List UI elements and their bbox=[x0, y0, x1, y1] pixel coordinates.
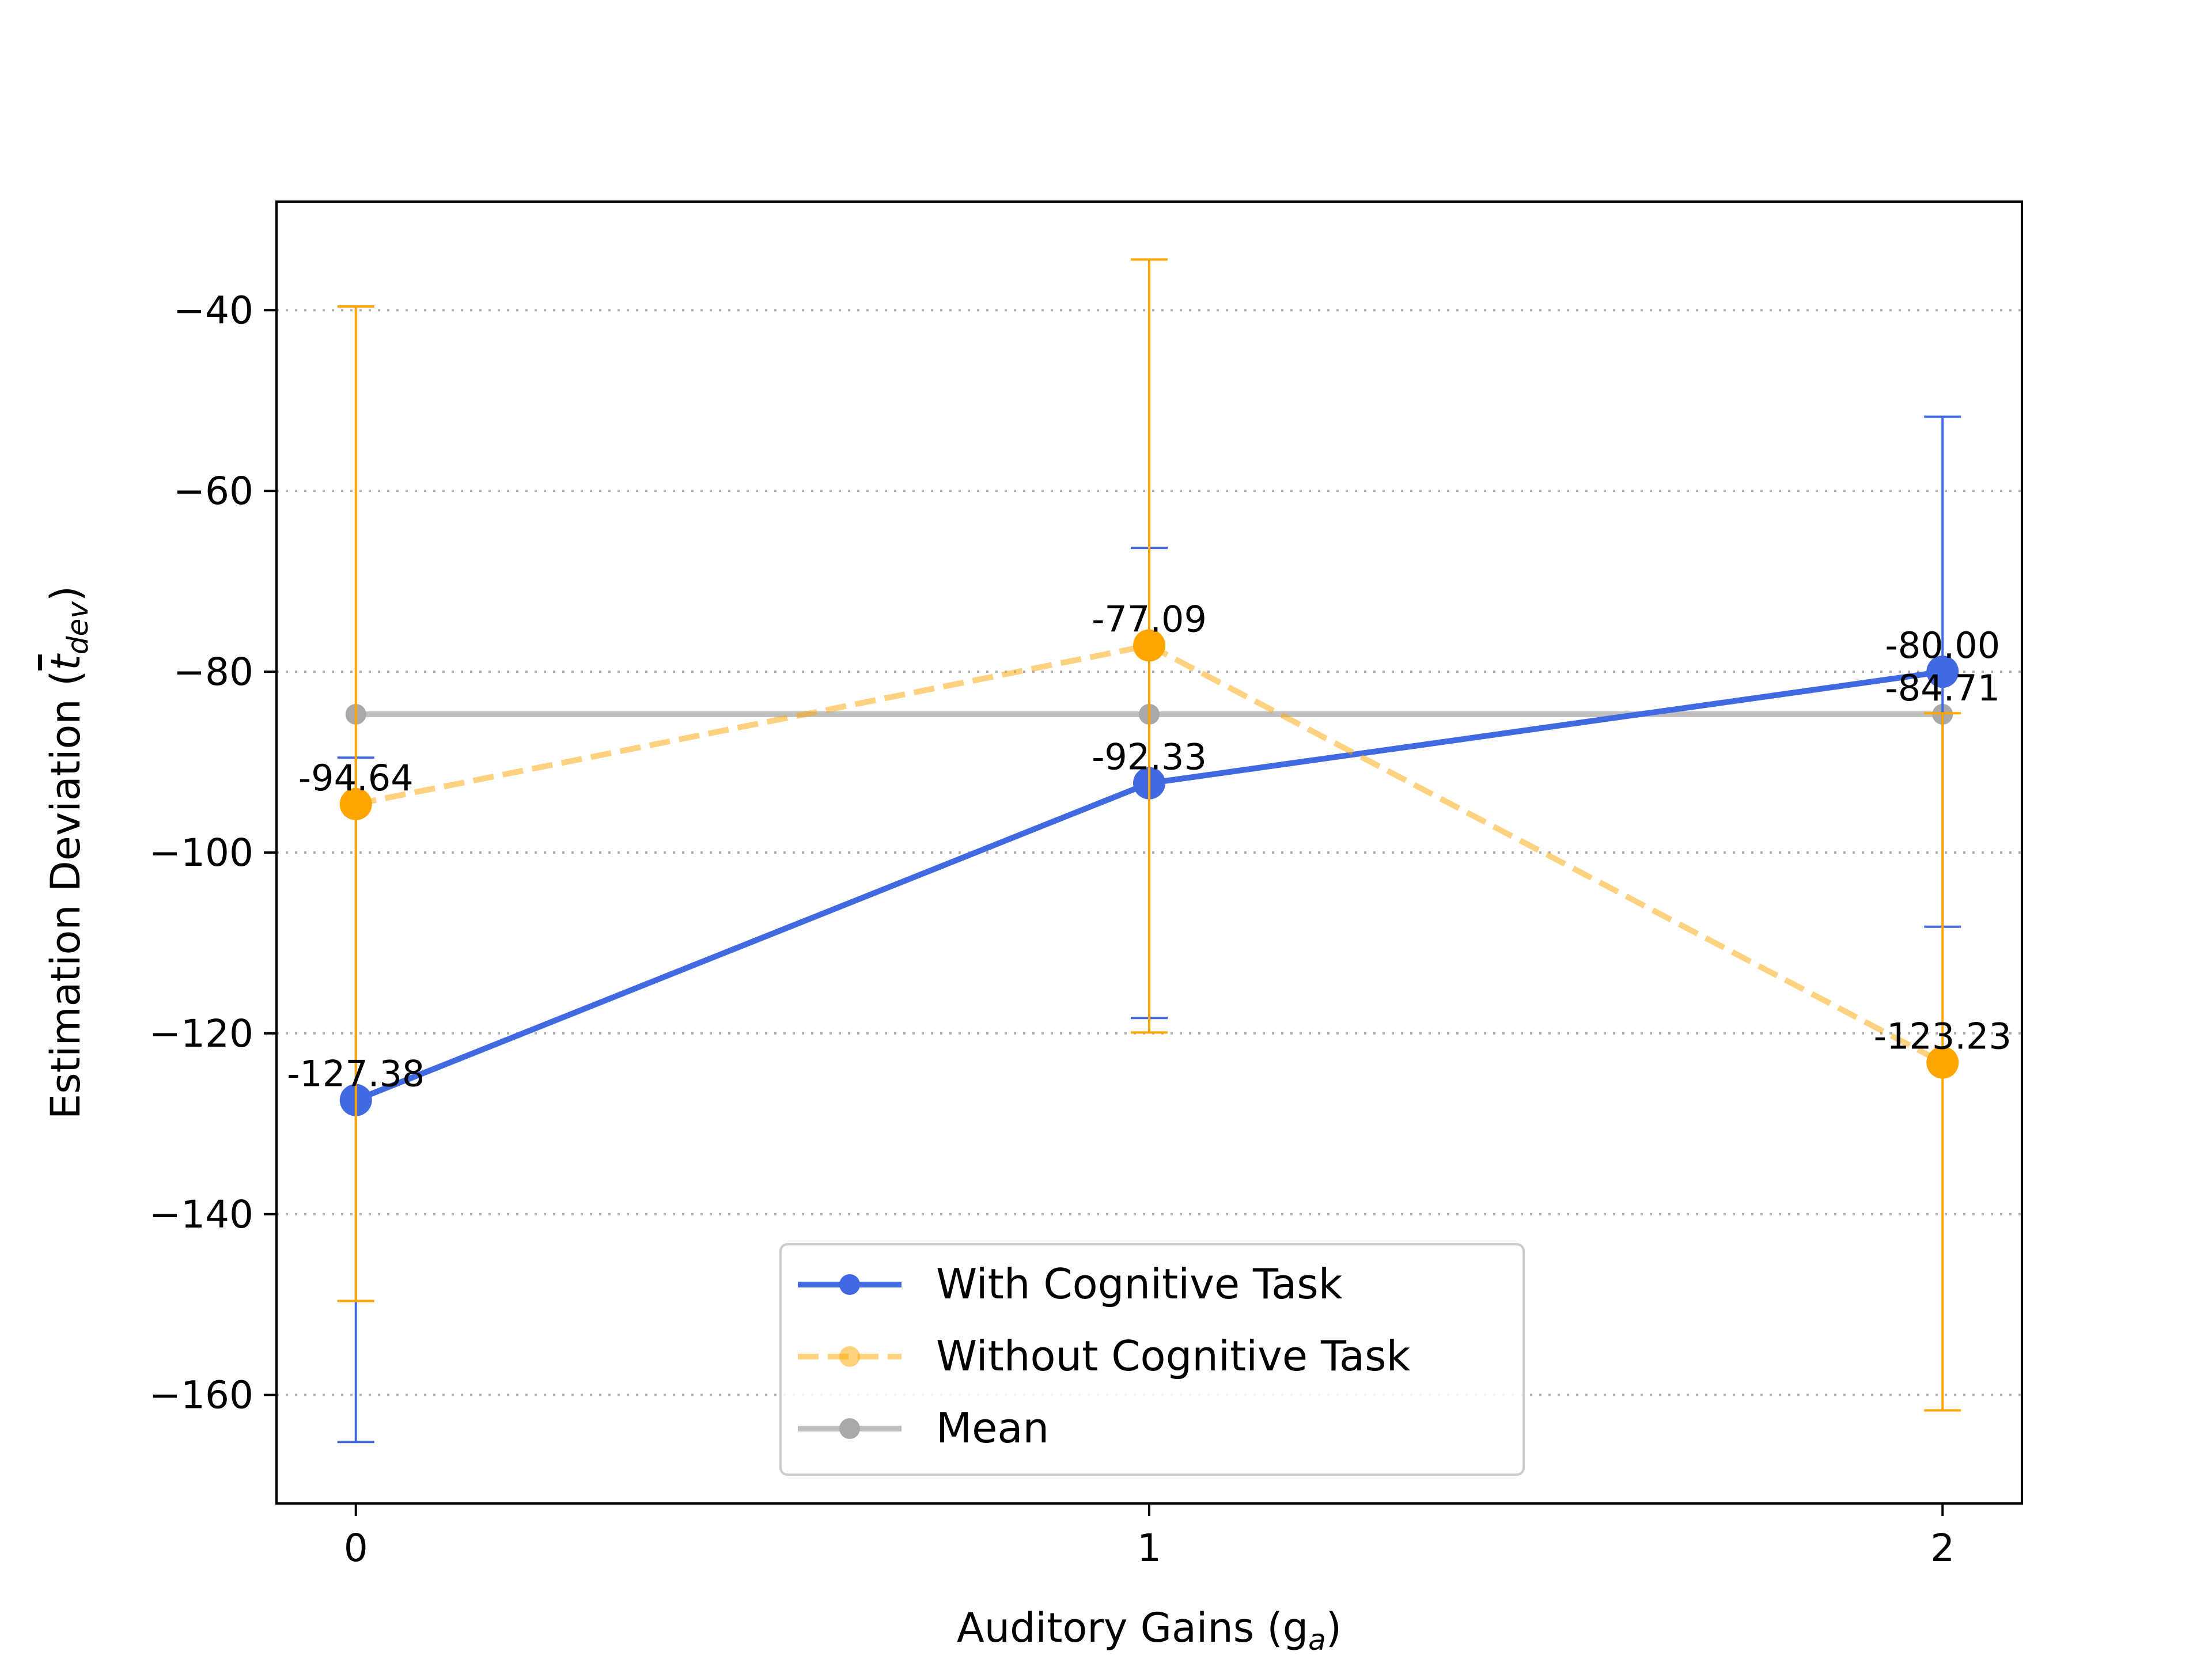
y-axis-label-sub: dev bbox=[61, 601, 94, 655]
y-tick-label: −60 bbox=[173, 469, 253, 513]
legend-label-with-task: With Cognitive Task bbox=[936, 1260, 1343, 1308]
data-point bbox=[339, 787, 372, 820]
legend-marker-without-task bbox=[839, 1346, 860, 1367]
data-point bbox=[1926, 656, 1959, 688]
x-tick-label: 1 bbox=[1137, 1526, 1161, 1570]
x-axis-label-close: ) bbox=[1326, 1604, 1342, 1652]
data-label-layer: -84.71 -127.38 -92.33 -80.00 -94.64 -77.09 -12… bbox=[287, 598, 2012, 1094]
y-tick-label: −100 bbox=[149, 831, 253, 875]
data-label: -84.71 bbox=[1885, 667, 2000, 709]
x-axis-label: Auditory Gains (ga) bbox=[957, 1604, 1342, 1657]
y-tick-label: −160 bbox=[149, 1373, 253, 1418]
x-axis-label-sub: a bbox=[1308, 1623, 1326, 1657]
data-point bbox=[1926, 1046, 1959, 1079]
data-label: -77.09 bbox=[1092, 598, 1207, 640]
legend-label-mean: Mean bbox=[936, 1404, 1049, 1452]
x-tick-label: 0 bbox=[344, 1526, 368, 1570]
legend: With Cognitive Task Without Cognitive Ta… bbox=[779, 1243, 1525, 1476]
y-tick-label: −140 bbox=[149, 1192, 253, 1237]
y-axis-label-symbol: t bbox=[42, 653, 89, 671]
data-label: -92.33 bbox=[1092, 736, 1207, 778]
series-layer bbox=[337, 258, 1961, 1444]
y-axis-label-main: Estimation Deviation ( bbox=[42, 671, 89, 1119]
data-point bbox=[1133, 629, 1165, 662]
y-axis-label-close: ) bbox=[42, 586, 89, 601]
axis-layer: −40 −60 −80 −100 −120 −140 −160 0 1 2 bbox=[149, 288, 1955, 1570]
legend-label-without-task: Without Cognitive Task bbox=[936, 1332, 1411, 1380]
y-tick-label: −40 bbox=[173, 288, 253, 332]
x-axis-label-main: Auditory Gains (g bbox=[957, 1604, 1308, 1652]
legend-marker-mean bbox=[839, 1418, 860, 1439]
y-tick-label: −120 bbox=[149, 1012, 253, 1056]
x-tick-label: 2 bbox=[1930, 1526, 1955, 1570]
y-axis-label: Estimation Deviation (tdev) bbox=[42, 586, 94, 1119]
data-label: -94.64 bbox=[298, 757, 414, 799]
series-1 bbox=[337, 258, 1961, 1412]
data-label: -123.23 bbox=[1874, 1016, 2012, 1058]
data-label: -80.00 bbox=[1885, 624, 2000, 666]
y-tick-label: −80 bbox=[173, 650, 253, 694]
legend-box bbox=[779, 1243, 1525, 1476]
data-label: -127.38 bbox=[287, 1053, 425, 1095]
legend-marker-with-task bbox=[839, 1274, 860, 1295]
